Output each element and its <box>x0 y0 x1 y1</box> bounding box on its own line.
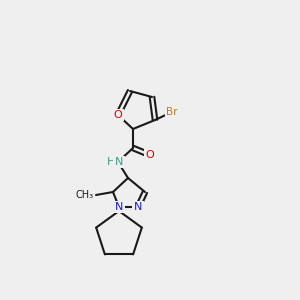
Text: O: O <box>114 110 122 120</box>
Text: N: N <box>134 202 142 212</box>
Text: H: H <box>107 157 115 167</box>
Text: N: N <box>115 202 123 212</box>
Text: O: O <box>146 150 154 160</box>
Text: CH₃: CH₃ <box>76 190 94 200</box>
Text: Br: Br <box>166 107 178 117</box>
Text: N: N <box>115 157 123 167</box>
